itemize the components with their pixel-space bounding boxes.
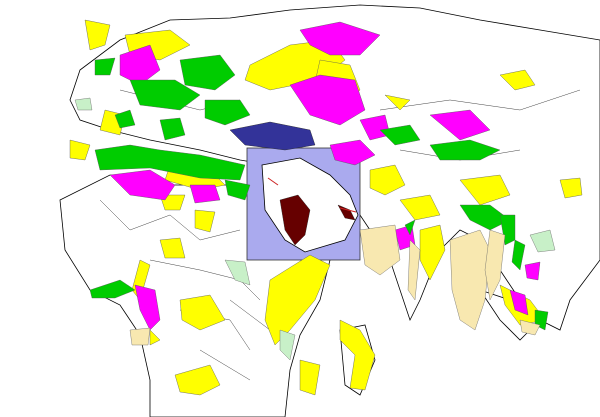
- green-regions: [89, 54, 549, 331]
- blue-region: [229, 121, 316, 151]
- light-green-regions: [74, 97, 556, 361]
- magenta-regions: [109, 21, 541, 331]
- inset: [246, 147, 361, 261]
- tan-regions: [129, 224, 541, 346]
